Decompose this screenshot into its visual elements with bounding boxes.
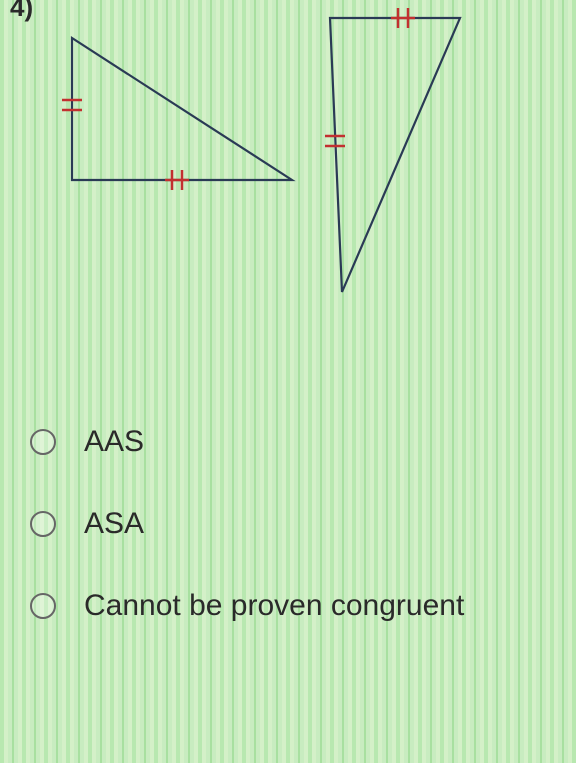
- option-cannot[interactable]: Cannot be proven congruent: [30, 589, 464, 623]
- radio-icon[interactable]: [30, 429, 56, 455]
- triangle-1: [72, 38, 292, 180]
- radio-icon[interactable]: [30, 511, 56, 537]
- triangle-2: [330, 18, 460, 292]
- options-group: AAS ASA Cannot be proven congruent: [30, 425, 464, 671]
- option-label: ASA: [84, 507, 144, 541]
- radio-icon[interactable]: [30, 593, 56, 619]
- triangle-diagram: [0, 0, 576, 340]
- option-asa[interactable]: ASA: [30, 507, 464, 541]
- option-label: Cannot be proven congruent: [84, 589, 464, 623]
- option-aas[interactable]: AAS: [30, 425, 464, 459]
- option-label: AAS: [84, 425, 144, 459]
